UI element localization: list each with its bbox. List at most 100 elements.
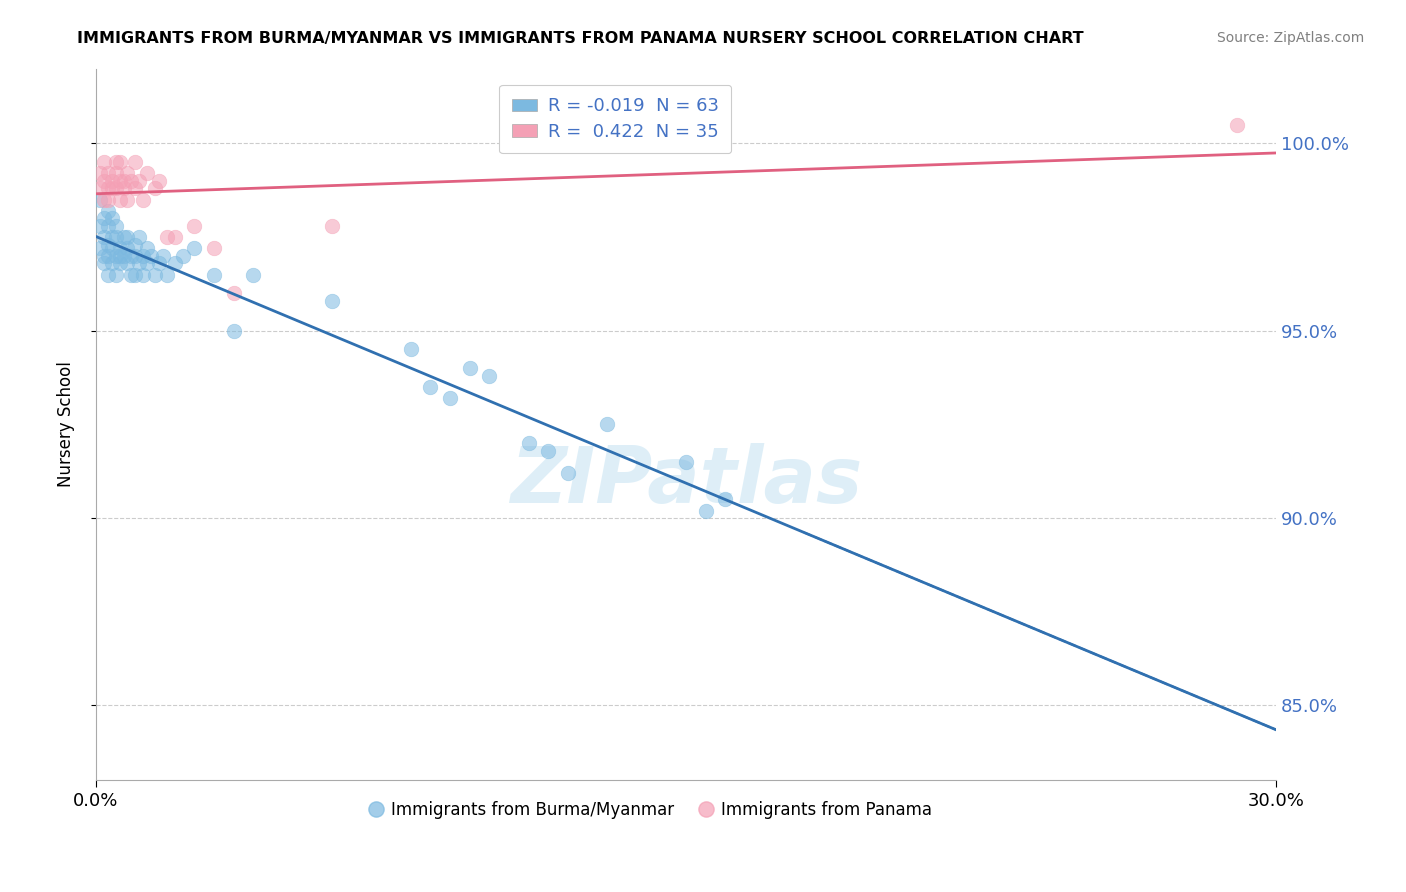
Point <box>100 230 122 244</box>
Point <box>108 241 131 255</box>
Point <box>93 211 115 226</box>
Point <box>675 455 697 469</box>
Point <box>139 249 162 263</box>
Point <box>104 219 127 233</box>
Point <box>97 193 120 207</box>
Point <box>202 268 225 282</box>
Point <box>89 166 111 180</box>
Point <box>222 324 245 338</box>
Point <box>1226 118 1249 132</box>
Y-axis label: Nursery School: Nursery School <box>58 361 75 487</box>
Point <box>132 249 155 263</box>
Point <box>97 268 120 282</box>
Point <box>97 249 120 263</box>
Point <box>89 181 111 195</box>
Point <box>93 155 115 169</box>
Point <box>202 241 225 255</box>
Point <box>156 230 179 244</box>
Point <box>128 174 150 188</box>
Point <box>93 193 115 207</box>
Point <box>242 268 264 282</box>
Point <box>156 268 179 282</box>
Point <box>124 181 146 195</box>
Point <box>128 256 150 270</box>
Point <box>104 268 127 282</box>
Point <box>100 256 122 270</box>
Point <box>93 256 115 270</box>
Point <box>97 237 120 252</box>
Point <box>124 237 146 252</box>
Text: IMMIGRANTS FROM BURMA/MYANMAR VS IMMIGRANTS FROM PANAMA NURSERY SCHOOL CORRELATI: IMMIGRANTS FROM BURMA/MYANMAR VS IMMIGRA… <box>77 31 1084 46</box>
Point <box>100 174 122 188</box>
Point <box>439 391 461 405</box>
Point <box>136 256 159 270</box>
Point <box>104 230 127 244</box>
Point <box>100 241 122 255</box>
Point <box>136 241 159 255</box>
Point <box>97 181 120 195</box>
Point <box>104 166 127 180</box>
Point <box>117 166 139 180</box>
Point <box>124 268 146 282</box>
Point <box>183 241 205 255</box>
Point <box>143 268 166 282</box>
Point <box>108 256 131 270</box>
Point <box>112 249 135 263</box>
Point <box>596 417 619 432</box>
Point <box>100 181 122 195</box>
Point <box>97 166 120 180</box>
Point <box>89 241 111 255</box>
Point <box>117 230 139 244</box>
Point <box>93 249 115 263</box>
Point <box>100 211 122 226</box>
Point <box>321 219 343 233</box>
Point <box>108 174 131 188</box>
Point <box>93 174 115 188</box>
Point <box>117 256 139 270</box>
Point <box>120 174 142 188</box>
Point <box>143 181 166 195</box>
Point <box>148 174 170 188</box>
Point <box>112 230 135 244</box>
Point <box>399 343 422 357</box>
Point <box>112 174 135 188</box>
Point <box>163 230 186 244</box>
Point <box>222 286 245 301</box>
Point <box>104 155 127 169</box>
Point <box>124 155 146 169</box>
Point <box>97 203 120 218</box>
Point <box>695 503 717 517</box>
Text: Source: ZipAtlas.com: Source: ZipAtlas.com <box>1216 31 1364 45</box>
Point <box>136 166 159 180</box>
Point <box>419 380 441 394</box>
Point <box>152 249 174 263</box>
Point <box>97 219 120 233</box>
Point <box>537 443 560 458</box>
Point <box>557 466 579 480</box>
Point <box>714 492 737 507</box>
Point <box>172 249 194 263</box>
Point <box>108 193 131 207</box>
Point <box>93 230 115 244</box>
Legend: Immigrants from Burma/Myanmar, Immigrants from Panama: Immigrants from Burma/Myanmar, Immigrant… <box>363 794 938 825</box>
Point <box>117 241 139 255</box>
Point <box>108 249 131 263</box>
Text: ZIPatlas: ZIPatlas <box>510 443 862 519</box>
Point <box>148 256 170 270</box>
Point <box>89 219 111 233</box>
Point <box>104 181 127 195</box>
Point <box>478 368 501 383</box>
Point <box>321 293 343 308</box>
Point <box>104 249 127 263</box>
Point <box>117 193 139 207</box>
Point <box>108 155 131 169</box>
Point <box>124 249 146 263</box>
Point <box>120 249 142 263</box>
Point <box>89 193 111 207</box>
Point <box>128 230 150 244</box>
Point <box>132 268 155 282</box>
Point <box>112 181 135 195</box>
Point <box>458 361 481 376</box>
Point <box>183 219 205 233</box>
Point <box>163 256 186 270</box>
